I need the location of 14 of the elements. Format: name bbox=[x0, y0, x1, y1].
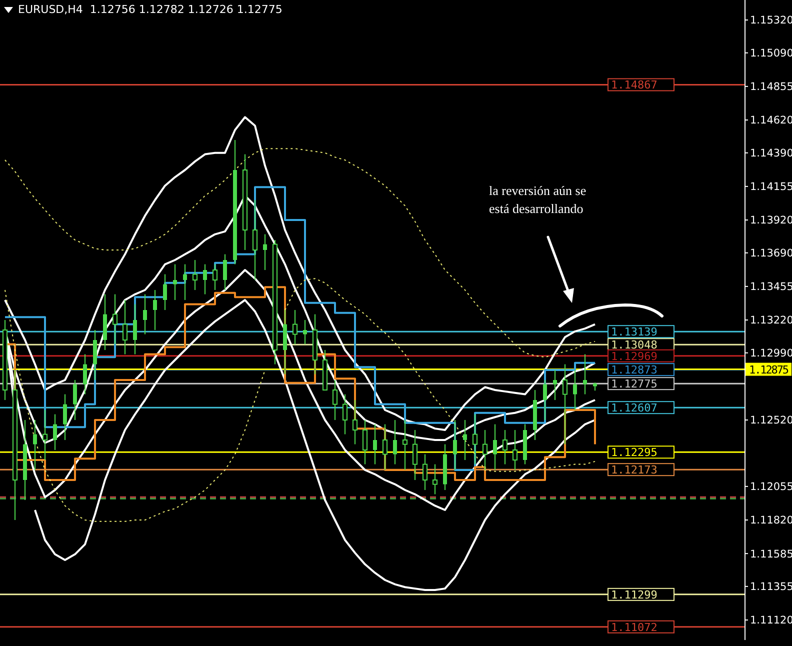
ref-line-label: 1.12775 bbox=[611, 378, 658, 391]
ref-line-label: 1.11072 bbox=[611, 620, 658, 634]
ref-line-label: 1.12295 bbox=[611, 446, 658, 460]
ref-line-label: 1.13048 bbox=[611, 338, 658, 352]
ref-line-label: 1.12875 bbox=[749, 363, 789, 376]
ref-line-label: 1.11299 bbox=[611, 588, 658, 602]
ref-line-label: 1.12873 bbox=[611, 364, 658, 377]
ref-line-label: 1.12607 bbox=[611, 402, 658, 415]
ref-line-label: 1.12969 bbox=[611, 350, 658, 363]
annotation: la reversión aún se está desarrollando bbox=[489, 182, 588, 218]
chart-title: EURUSD,H4 1.12756 1.12782 1.12726 1.12775 bbox=[18, 3, 282, 16]
ref-line-label: 1.14867 bbox=[611, 78, 658, 92]
ref-line-label: 1.12173 bbox=[611, 464, 658, 477]
ref-line-label: 1.13139 bbox=[611, 326, 658, 339]
